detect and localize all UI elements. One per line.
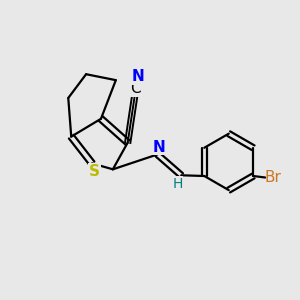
Text: Br: Br bbox=[265, 170, 282, 185]
Text: H: H bbox=[172, 177, 183, 190]
Text: N: N bbox=[131, 69, 144, 84]
Text: N: N bbox=[152, 140, 165, 154]
Text: C: C bbox=[130, 81, 141, 96]
Text: S: S bbox=[89, 164, 100, 179]
